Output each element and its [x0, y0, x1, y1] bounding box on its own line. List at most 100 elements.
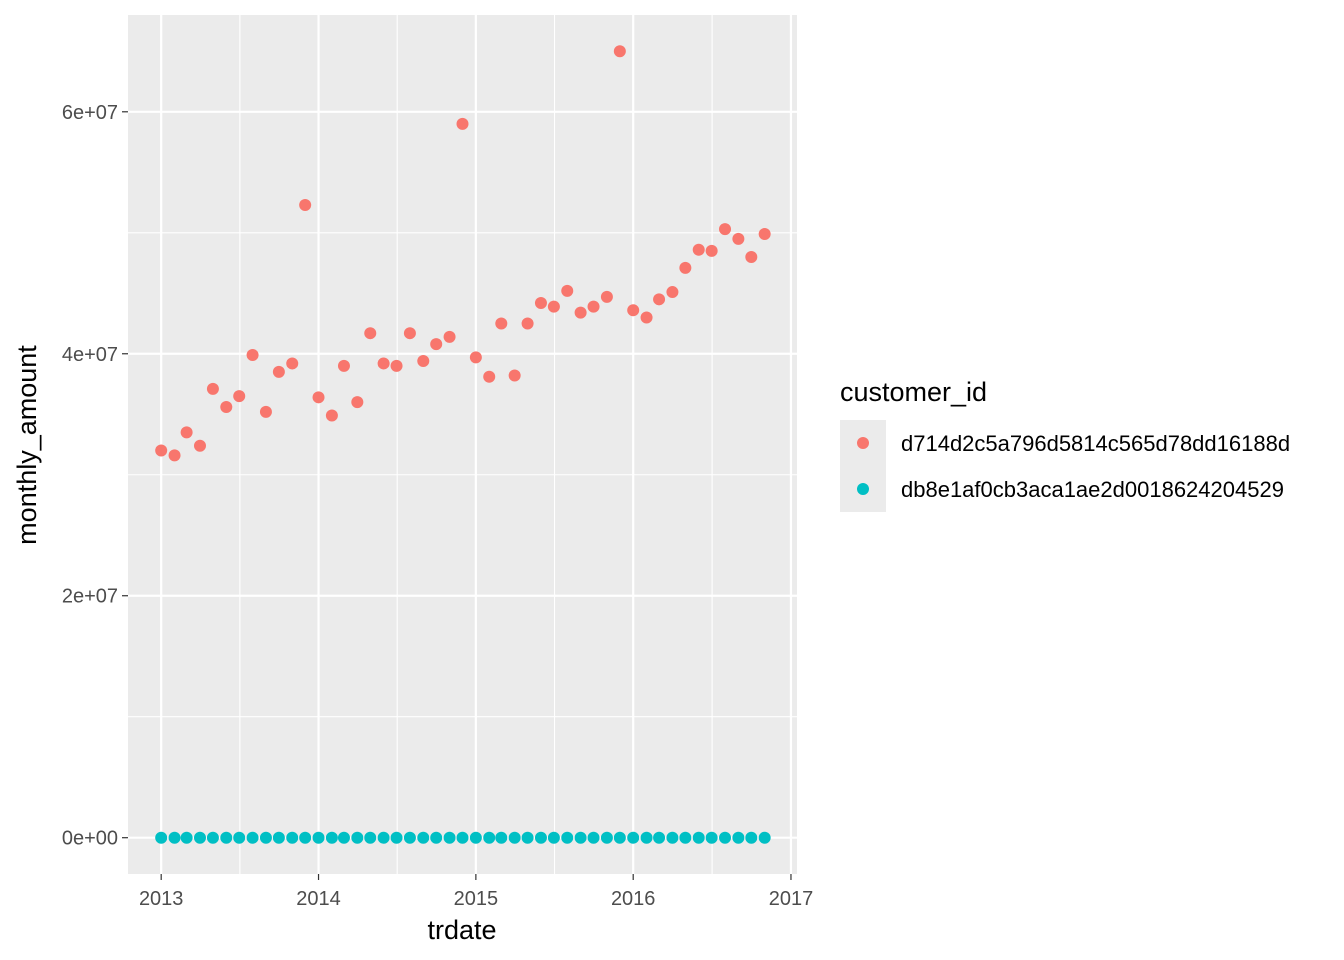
data-point-series-1	[417, 355, 430, 368]
y-axis-title: monthly_amount	[12, 345, 42, 545]
data-points	[155, 45, 771, 844]
data-point-series-2	[168, 831, 181, 844]
y-tick-label: 6e+07	[62, 102, 118, 124]
data-point-series-1	[351, 396, 364, 409]
data-point-series-2	[259, 831, 272, 844]
data-point-series-2	[299, 831, 312, 844]
data-point-series-2	[547, 831, 560, 844]
data-point-series-1	[299, 198, 312, 211]
x-tick-label: 2014	[296, 888, 341, 910]
data-point-series-2	[390, 831, 403, 844]
data-point-series-1	[233, 390, 246, 403]
data-point-series-2	[403, 831, 416, 844]
data-point-series-1	[325, 409, 338, 422]
data-point-series-2	[561, 831, 574, 844]
data-point-series-2	[627, 831, 640, 844]
legend-title: customer_id	[840, 377, 987, 407]
data-point-series-2	[508, 831, 521, 844]
data-point-series-2	[483, 831, 496, 844]
data-point-series-1	[547, 300, 560, 313]
data-point-series-2	[640, 831, 653, 844]
data-point-series-2	[758, 831, 771, 844]
data-point-series-2	[272, 831, 285, 844]
minor-gridlines	[128, 15, 797, 874]
x-axis-title: trdate	[427, 915, 496, 945]
data-point-series-2	[206, 831, 219, 844]
data-point-series-1	[272, 365, 285, 378]
data-point-series-2	[430, 831, 443, 844]
data-point-series-1	[377, 357, 390, 370]
data-point-series-1	[206, 382, 219, 395]
data-point-series-2	[246, 831, 259, 844]
data-point-series-1	[443, 330, 456, 343]
data-point-series-1	[613, 45, 626, 58]
data-point-series-2	[613, 831, 626, 844]
data-point-series-2	[364, 831, 377, 844]
data-point-series-1	[495, 317, 508, 330]
data-point-series-1	[364, 327, 377, 340]
data-point-series-2	[220, 831, 233, 844]
y-tick-label: 4e+07	[62, 344, 118, 366]
data-point-series-1	[220, 400, 233, 413]
data-point-series-2	[233, 831, 246, 844]
x-tick-label: 2015	[454, 888, 499, 910]
data-point-series-1	[587, 300, 600, 313]
data-point-series-1	[640, 311, 653, 324]
data-point-series-2	[666, 831, 679, 844]
legend-label-1: d714d2c5a796d5814c565d78dd16188d	[901, 431, 1290, 456]
data-point-series-1	[508, 369, 521, 382]
data-point-series-2	[732, 831, 745, 844]
data-point-series-1	[600, 290, 613, 303]
data-point-series-2	[653, 831, 666, 844]
legend-label-2: db8e1af0cb3aca1ae2d0018624204529	[901, 477, 1284, 502]
y-tick-label: 0e+00	[62, 828, 118, 850]
data-point-series-1	[155, 444, 168, 457]
data-point-series-1	[180, 426, 193, 439]
data-point-series-1	[246, 348, 259, 361]
data-point-series-1	[521, 317, 534, 330]
data-point-series-2	[469, 831, 482, 844]
data-point-series-1	[666, 286, 679, 299]
data-point-series-2	[705, 831, 718, 844]
data-point-series-1	[193, 439, 206, 452]
data-point-series-2	[286, 831, 299, 844]
data-point-series-2	[155, 831, 168, 844]
data-point-series-2	[587, 831, 600, 844]
data-point-series-2	[679, 831, 692, 844]
data-point-series-2	[745, 831, 758, 844]
data-point-series-1	[390, 359, 403, 372]
data-point-series-1	[403, 327, 416, 340]
legend-marker-1	[857, 437, 869, 449]
data-point-series-2	[325, 831, 338, 844]
data-point-series-2	[417, 831, 430, 844]
data-point-series-2	[521, 831, 534, 844]
data-point-series-2	[600, 831, 613, 844]
data-point-series-2	[193, 831, 206, 844]
x-tick-label: 2013	[139, 888, 184, 910]
data-point-series-1	[758, 227, 771, 240]
data-point-series-1	[337, 359, 350, 372]
data-point-series-1	[692, 243, 705, 256]
panel-background	[128, 15, 797, 874]
data-point-series-1	[705, 244, 718, 257]
legend-marker-2	[857, 483, 869, 495]
data-point-series-1	[286, 357, 299, 370]
data-point-series-2	[456, 831, 469, 844]
data-point-series-2	[692, 831, 705, 844]
data-point-series-1	[627, 304, 640, 317]
data-point-series-1	[745, 250, 758, 263]
data-point-series-1	[679, 261, 692, 274]
x-tick-label: 2016	[611, 888, 656, 910]
data-point-series-1	[483, 370, 496, 383]
data-point-series-2	[443, 831, 456, 844]
data-point-series-2	[495, 831, 508, 844]
data-point-series-1	[168, 449, 181, 462]
data-point-series-2	[337, 831, 350, 844]
data-point-series-1	[574, 306, 587, 319]
data-point-series-1	[469, 351, 482, 364]
data-point-series-1	[719, 223, 732, 236]
data-point-series-2	[312, 831, 325, 844]
data-point-series-1	[259, 405, 272, 418]
data-point-series-1	[732, 232, 745, 245]
